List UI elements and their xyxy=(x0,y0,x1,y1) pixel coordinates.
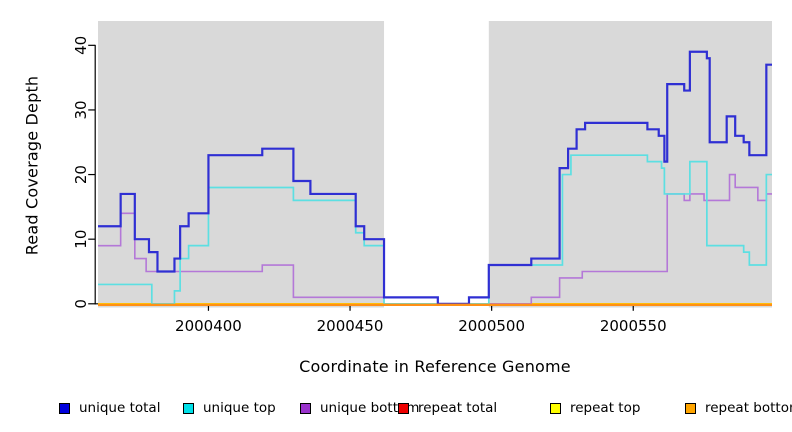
legend-item-repeat-top: repeat top xyxy=(550,399,640,417)
series-line-unique-total xyxy=(98,50,772,305)
legend-label: repeat top xyxy=(570,400,641,416)
legend-item-unique-top: unique top xyxy=(183,399,276,417)
legend-item-repeat-bottom: repeat bottom xyxy=(685,399,792,417)
legend-item-unique-bottom: unique bottom xyxy=(300,399,419,417)
legend-swatch-icon xyxy=(59,402,70,414)
legend-swatch-icon xyxy=(398,402,409,414)
legend-label: unique bottom xyxy=(320,400,420,416)
x-tick-label: 2000400 xyxy=(175,317,242,335)
series-line-unique-bottom xyxy=(98,173,772,305)
background-band xyxy=(98,21,385,308)
x-axis-title: Coordinate in Reference Genome xyxy=(299,357,571,376)
y-tick-label: 30 xyxy=(72,100,90,119)
legend-label: unique total xyxy=(79,400,161,416)
legend-label: repeat total xyxy=(418,400,498,416)
y-tick-label: 10 xyxy=(72,230,90,249)
x-tick-label: 2000500 xyxy=(458,317,525,335)
background-band xyxy=(488,21,772,308)
y-axis-title: Read Coverage Depth xyxy=(22,75,42,256)
legend-swatch-icon xyxy=(300,402,311,414)
x-tick-label: 2000450 xyxy=(317,317,384,335)
x-tick-label: 2000550 xyxy=(600,317,667,335)
legend-label: repeat bottom xyxy=(705,400,792,416)
legend-label: unique top xyxy=(203,400,276,416)
legend: unique total unique top unique bottom repea… xyxy=(0,399,792,419)
y-tick-label: 40 xyxy=(72,36,90,55)
y-tick-label: 20 xyxy=(72,165,90,184)
legend-swatch-icon xyxy=(183,402,194,414)
legend-swatch-icon xyxy=(550,402,561,414)
legend-swatch-icon xyxy=(685,402,696,414)
y-tick-label: 0 xyxy=(72,299,90,309)
legend-item-unique-total: unique total xyxy=(59,399,160,417)
legend-item-repeat-total: repeat total xyxy=(398,399,497,417)
